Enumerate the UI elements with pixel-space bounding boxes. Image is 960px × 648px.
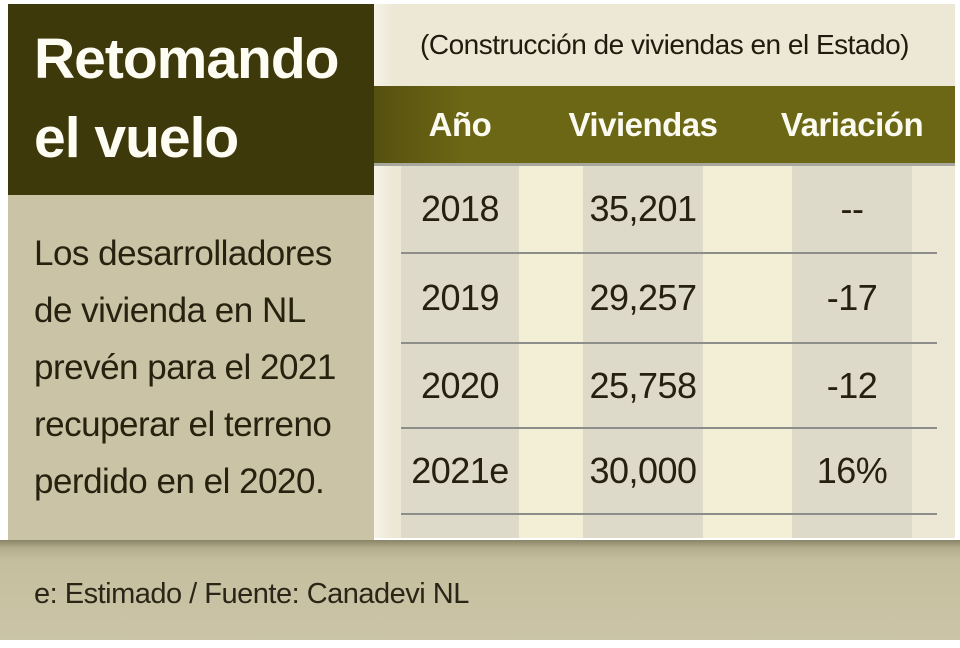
cell-ano: 2021e — [411, 450, 509, 491]
cell-viviendas: 35,201 — [589, 188, 697, 229]
title-box: Retomando el vuelo — [8, 4, 374, 195]
column-gap-1 — [519, 166, 583, 538]
table-body: 2018 35,201 -- 2019 29,257 -17 2020 25,7… — [374, 166, 955, 538]
column-stripe-variacion — [792, 166, 912, 538]
table-row-2019: 2019 29,257 -17 — [401, 254, 937, 344]
summary-panel: Los desarrolladores de vivienda en NL pr… — [8, 195, 374, 540]
table-row-2018: 2018 35,201 -- — [401, 166, 937, 254]
page-title: Retomando el vuelo — [8, 4, 374, 178]
cell-variacion: -- — [840, 188, 864, 229]
column-gap-2 — [703, 166, 792, 538]
summary-line-5: perdido en el 2020. — [34, 462, 325, 501]
cell-ano: 2019 — [420, 277, 500, 318]
table-header-row: Año Viviendas Variación — [374, 86, 955, 166]
cell-ano: 2020 — [420, 365, 500, 406]
cell-viviendas: 30,000 — [589, 450, 697, 491]
page-title-line-1: Retomando — [34, 27, 340, 91]
column-header-ano: Año — [428, 106, 492, 143]
page-title-line-2: el vuelo — [34, 106, 239, 170]
table-subtitle: (Construcción de viviendas en el Estado) — [420, 29, 909, 60]
column-header-variacion: Variación — [780, 106, 924, 143]
cell-viviendas: 29,257 — [589, 277, 697, 318]
summary-line-4: recuperar el terreno — [34, 405, 332, 444]
table-row-2020: 2020 25,758 -12 — [401, 344, 937, 429]
source-text: e: Estimado / Fuente: Canadevi NL — [34, 578, 469, 610]
cell-variacion: -17 — [826, 277, 878, 318]
source-footer: e: Estimado / Fuente: Canadevi NL — [0, 540, 960, 640]
table-row-2021e: 2021e 30,000 16% — [401, 429, 937, 515]
table-panel: (Construcción de viviendas en el Estado)… — [374, 4, 955, 538]
table-rows: 2018 35,201 -- 2019 29,257 -17 2020 25,7… — [401, 166, 937, 538]
cell-viviendas: 25,758 — [589, 365, 697, 406]
summary-line-1: Los desarrolladores — [34, 234, 332, 273]
summary-line-2: de vivienda en NL — [34, 291, 306, 330]
cell-ano: 2018 — [420, 188, 500, 229]
summary-line-3: prevén para el 2021 — [34, 348, 336, 387]
column-header-viviendas: Viviendas — [568, 106, 718, 143]
cell-variacion: 16% — [816, 450, 888, 491]
column-stripe-ano — [401, 166, 519, 538]
cell-variacion: -12 — [826, 365, 878, 406]
summary-text: Los desarrolladores de vivienda en NL pr… — [8, 195, 374, 510]
column-stripe-viviendas — [583, 166, 703, 538]
